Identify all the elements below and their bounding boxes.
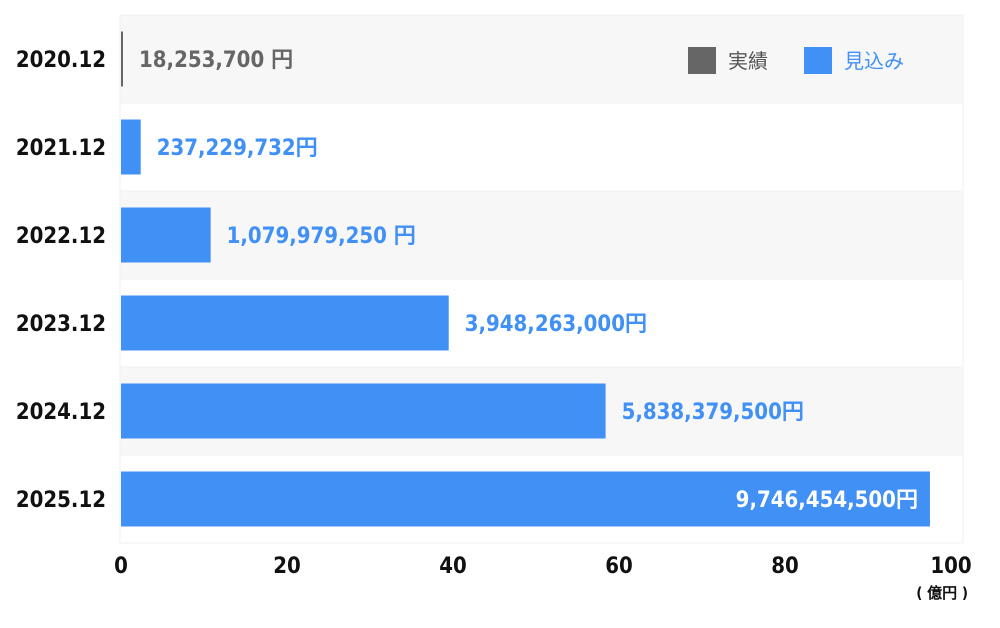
legend-swatch xyxy=(804,47,832,74)
legend-label: 実績 xyxy=(728,49,768,73)
x-tick-label: 100 xyxy=(930,554,971,579)
bar xyxy=(121,383,606,439)
legend-label: 見込み xyxy=(844,49,904,73)
data-label: 9,746,454,500円 xyxy=(736,488,918,513)
bar xyxy=(121,31,123,87)
x-tick-label: 60 xyxy=(605,554,633,579)
data-label: 5,838,379,500円 xyxy=(622,400,804,425)
bar xyxy=(121,295,449,351)
category-label: 2024.12 xyxy=(16,400,106,425)
category-label: 2020.12 xyxy=(16,48,106,73)
data-label: 18,253,700 円 xyxy=(139,48,293,73)
legend-swatch xyxy=(688,47,716,74)
data-label: 3,948,263,000円 xyxy=(465,312,647,337)
category-label: 2021.12 xyxy=(16,136,106,161)
bar xyxy=(121,119,141,175)
x-unit-label: ( 億円 ) xyxy=(916,584,968,602)
category-label: 2025.12 xyxy=(16,488,106,513)
bar xyxy=(121,471,930,527)
row-band xyxy=(119,190,964,280)
data-label: 1,079,979,250 円 xyxy=(227,224,416,249)
category-label: 2023.12 xyxy=(16,312,106,337)
row-band xyxy=(119,102,964,192)
x-tick-label: 40 xyxy=(439,554,467,579)
data-label: 237,229,732円 xyxy=(157,136,318,161)
category-label: 2022.12 xyxy=(16,224,106,249)
x-tick-label: 80 xyxy=(771,554,799,579)
bar xyxy=(121,207,211,263)
x-tick-label: 0 xyxy=(114,554,128,579)
x-tick-label: 20 xyxy=(273,554,301,579)
